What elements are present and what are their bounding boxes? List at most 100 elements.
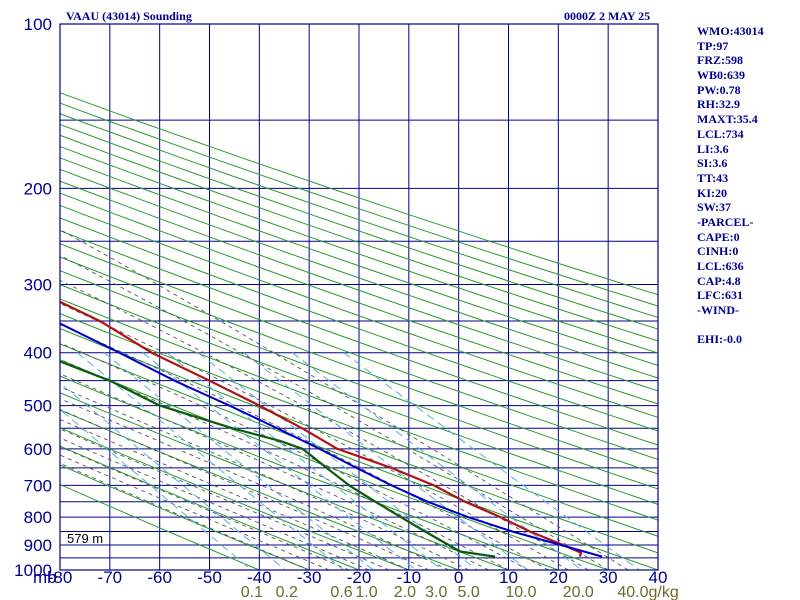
pressure-tick-label: 800 [24, 508, 52, 527]
dry-adiabat-line [60, 204, 658, 418]
moist-adiabat-line [60, 428, 390, 570]
temperature-tick-label: -60 [147, 568, 172, 587]
index-item: MAXT:35.4 [697, 112, 758, 127]
mixing-ratio-label: 20.0 [563, 584, 594, 600]
dry-adiabats [60, 92, 658, 570]
temperature-tick-label: -10 [397, 568, 422, 587]
dry-adiabat-line [60, 217, 658, 432]
moist-adiabat-line [60, 229, 629, 570]
sounding-time: 0000Z 2 MAY 25 [564, 9, 651, 23]
index-item [697, 318, 764, 333]
mixing-ratio-line [343, 352, 640, 570]
dry-adiabat-line [60, 270, 658, 490]
pressure-unit-label: mb [33, 568, 57, 587]
dry-adiabat-line [60, 123, 658, 330]
moist-adiabat-line [60, 323, 549, 570]
dry-adiabat-line [60, 134, 658, 342]
pressure-tick-label: 600 [24, 440, 52, 459]
temperature-profile [60, 300, 583, 557]
moist-adiabat-line [60, 398, 449, 570]
moist-adiabat-line [60, 409, 429, 570]
dewpoint-profile [60, 360, 496, 558]
dry-adiabat-line [60, 92, 658, 296]
temperature-tick-label: 40 [649, 568, 668, 587]
index-item: SI:3.6 [697, 156, 728, 171]
index-item: LCL:734 [697, 126, 744, 141]
mixing-ratio-line [243, 352, 529, 570]
mixing-ratio-line [197, 352, 478, 570]
moist-adiabat-line [60, 358, 509, 570]
mixing-ratio-label: 40.0g/kg [617, 584, 678, 600]
index-item: RH:32.9 [697, 97, 740, 112]
sounding-lines [60, 300, 603, 558]
moist-adiabat-line [60, 303, 569, 570]
mixing-ratio-label: 10.0 [505, 584, 536, 600]
index-item: SW:37 [697, 200, 732, 215]
dry-adiabat-line [60, 168, 658, 379]
dry-adiabat-line [60, 102, 658, 307]
temperature-tick-label: 10 [499, 568, 518, 587]
index-item: TT:43 [697, 170, 729, 185]
mixing-ratio-line [103, 352, 374, 570]
pressure-tick-label: 500 [24, 397, 52, 416]
moist-adiabat-line [60, 386, 469, 570]
index-item: LI:3.6 [697, 141, 729, 156]
temperature-tick-label: -20 [347, 568, 372, 587]
index-item: LFC:631 [697, 288, 743, 303]
dry-adiabat-line [60, 256, 658, 475]
pressure-tick-label: 200 [24, 179, 52, 198]
mixing-ratio-label: 0.2 [276, 584, 298, 600]
dry-adiabat-line [60, 483, 260, 570]
dry-adiabat-line [60, 157, 658, 366]
moist-adiabats [60, 229, 629, 570]
dry-adiabat-line [60, 375, 559, 570]
mixing-ratio-lines [60, 352, 640, 570]
temperature-tick-label: -30 [297, 568, 322, 587]
pressure-tick-label: 400 [24, 344, 52, 363]
moist-adiabat-line [60, 279, 589, 570]
mixing-ratio-line [60, 382, 286, 570]
index-item: PW:0.78 [697, 82, 741, 97]
mixing-ratio-label: 1.0 [355, 584, 377, 600]
index-item: FRZ:598 [697, 53, 743, 68]
index-item: KI:20 [697, 185, 727, 200]
indices-panel: WMO:43014 TP:97 FRZ:598 WB0:639 PW:0.78 … [697, 24, 764, 347]
mixing-ratio-line [166, 352, 443, 570]
index-item: CINH:0 [697, 244, 739, 259]
dry-adiabat-line [60, 298, 658, 521]
dry-adiabat-line [60, 230, 658, 446]
parcel-profile [60, 322, 603, 558]
dry-adiabat-line [60, 464, 310, 570]
mixing-ratio-line [76, 352, 345, 570]
index-item: -PARCEL- [697, 214, 754, 229]
plot-frame [59, 23, 659, 571]
mixing-ratio-line [142, 352, 417, 570]
mixing-ratio-label: 0.1 [241, 584, 263, 600]
index-item: WMO:43014 [697, 24, 764, 38]
chart-grid [59, 23, 659, 571]
index-item: EHI:-0.0 [697, 332, 742, 347]
pressure-tick-label: 900 [24, 536, 52, 555]
pressure-tick-label: 1000 [14, 561, 52, 580]
dry-adiabat-line [60, 392, 509, 570]
dry-adiabat-line [60, 427, 409, 570]
dry-adiabat-line [60, 312, 658, 537]
dry-adiabat-line [60, 445, 360, 570]
index-item: CAP:4.8 [697, 273, 741, 288]
pressure-tick-label: 700 [24, 476, 52, 495]
temperature-tick-label: -40 [247, 568, 272, 587]
pressure-tick-label: 300 [24, 276, 52, 295]
temperature-tick-label: -70 [98, 568, 123, 587]
temperature-tick-label: 20 [549, 568, 568, 587]
temperature-tick-label: 30 [599, 568, 618, 587]
dry-adiabat-line [60, 343, 658, 570]
dry-adiabat-line [60, 243, 658, 460]
index-item: LCL:636 [697, 259, 744, 273]
index-item: TP:97 [697, 38, 729, 53]
mixing-ratio-label: 3.0 [425, 584, 447, 600]
index-item: CAPE:0 [697, 229, 740, 244]
moist-adiabat-line [60, 254, 609, 570]
temperature-tick-label: -80 [48, 568, 73, 587]
